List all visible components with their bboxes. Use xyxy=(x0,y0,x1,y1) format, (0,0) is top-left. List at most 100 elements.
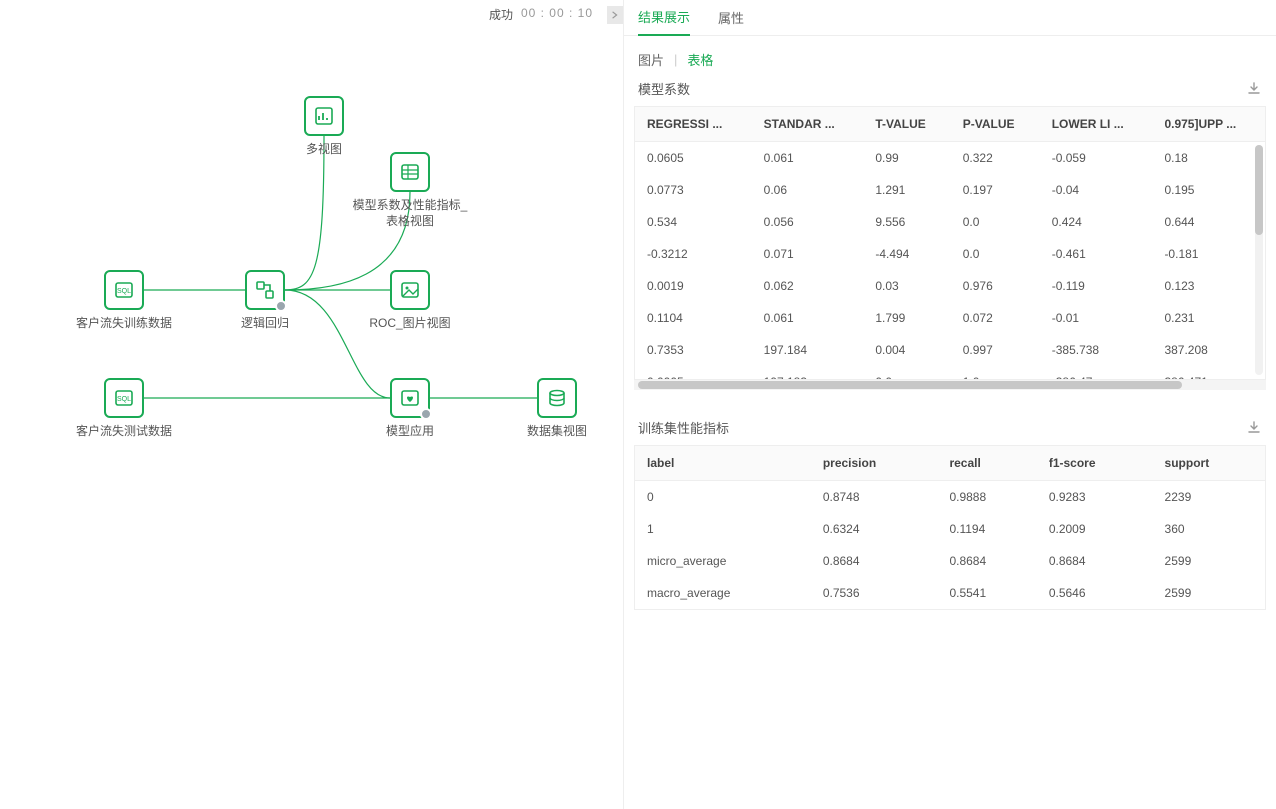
table-cell: 0.061 xyxy=(752,302,864,334)
table-cell: 0.0605 xyxy=(635,142,752,175)
table-header[interactable]: support xyxy=(1153,446,1265,481)
table-header[interactable]: recall xyxy=(937,446,1036,481)
workflow-node-multiview[interactable]: 多视图 xyxy=(264,96,384,158)
workflow-node-label: 客户流失测试数据 xyxy=(64,424,184,440)
table-cell: 0.0 xyxy=(951,238,1040,270)
table-cell: micro_average xyxy=(635,545,811,577)
table-cell: s0.0005 xyxy=(635,366,752,379)
table-cell: -0.119 xyxy=(1040,270,1153,302)
table-cell: -0.059 xyxy=(1040,142,1153,175)
table-cell: .-0.3212 xyxy=(635,238,752,270)
table-header[interactable]: f1-score xyxy=(1037,446,1153,481)
table-cell: 2239 xyxy=(1153,481,1265,514)
coef-hscrollbar[interactable] xyxy=(634,380,1266,390)
workflow-node-label: 数据集视图 xyxy=(497,424,617,440)
table-row[interactable]: .-0.32120.071-4.4940.0-0.461-0.181 xyxy=(635,238,1265,270)
tab-results[interactable]: 结果展示 xyxy=(638,0,690,36)
table-cell: 0.8684 xyxy=(811,545,938,577)
table-header[interactable]: T-VALUE xyxy=(863,107,950,142)
table-row[interactable]: 10.63240.11940.2009360 xyxy=(635,513,1265,545)
table-cell: 0.8684 xyxy=(1037,545,1153,577)
table-cell: -0.461 xyxy=(1040,238,1153,270)
sql-icon: SQL xyxy=(104,378,144,418)
coef-vscrollbar[interactable] xyxy=(1255,145,1263,375)
workflow-node-dataset_view[interactable]: 数据集视图 xyxy=(497,378,617,440)
table-cell: 0.322 xyxy=(951,142,1040,175)
table-row[interactable]: micro_average0.86840.86840.86842599 xyxy=(635,545,1265,577)
table-cell: 0.0 xyxy=(951,206,1040,238)
download-icon xyxy=(1246,420,1262,436)
table-cell: 0.997 xyxy=(951,334,1040,366)
table-icon xyxy=(390,152,430,192)
table-cell: 1.799 xyxy=(863,302,950,334)
table-cell: 0.7536 xyxy=(811,577,938,609)
workflow-node-label: 客户流失训练数据 xyxy=(64,316,184,332)
table-cell: 0.03 xyxy=(863,270,950,302)
workflow-node-test_data[interactable]: SQL 客户流失测试数据 xyxy=(64,378,184,440)
results-pane: 结果展示 属性 图片 | 表格 模型系数 REGRESSI ...STANDAR… xyxy=(624,0,1276,809)
subtab-table[interactable]: 表格 xyxy=(687,50,713,69)
download-coef-button[interactable] xyxy=(1246,81,1262,97)
workflow-node-model_apply[interactable]: 模型应用 xyxy=(350,378,470,440)
table-cell: 0.195 xyxy=(1152,174,1265,206)
status-badge-icon xyxy=(420,408,432,420)
workflow-node-train_data[interactable]: SQL客户流失训练数据 xyxy=(64,270,184,332)
table-cell: 0.197 xyxy=(951,174,1040,206)
subtab-image[interactable]: 图片 xyxy=(638,50,664,69)
table-row[interactable]: 0.00190.0620.030.976-0.1190.123 xyxy=(635,270,1265,302)
table-header[interactable]: REGRESSI ... xyxy=(635,107,752,142)
table-header[interactable]: 0.975]UPP ... xyxy=(1152,107,1265,142)
table-row[interactable]: 0.7353197.1840.0040.997-385.738387.208 xyxy=(635,334,1265,366)
table-row[interactable]: macro_average0.75360.55410.56462599 xyxy=(635,577,1265,609)
table-cell: 0.071 xyxy=(752,238,864,270)
table-cell: 0.8684 xyxy=(937,545,1036,577)
table-cell: 0.99 xyxy=(863,142,950,175)
table-row[interactable]: 0.06050.0610.990.322-0.0590.18 xyxy=(635,142,1265,175)
workflow-node-coef_view[interactable]: 模型系数及性能指标_表格视图 xyxy=(350,152,470,229)
table-header[interactable]: LOWER LI ... xyxy=(1040,107,1153,142)
table-cell: 386.471 xyxy=(1152,366,1265,379)
table-header[interactable]: P-VALUE xyxy=(951,107,1040,142)
table-cell: -0.181 xyxy=(1152,238,1265,270)
workflow-node-roc_view[interactable]: ROC_图片视图 xyxy=(350,270,470,332)
table-row[interactable]: 0.07730.061.2910.197-0.040.195 xyxy=(635,174,1265,206)
workflow-node-label: 模型应用 xyxy=(350,424,470,440)
table-cell: 0.004 xyxy=(863,334,950,366)
table-cell: 360 xyxy=(1153,513,1265,545)
table-cell: 197.183 xyxy=(752,366,864,379)
table-header[interactable]: label xyxy=(635,446,811,481)
table-cell: 0.6324 xyxy=(811,513,938,545)
workflow-canvas[interactable]: 成功 00 : 00 : 10 SQL客户流失训练数据SQL客户流失测试数据逻辑… xyxy=(0,0,624,809)
table-cell: -0.04 xyxy=(1040,174,1153,206)
download-perf-button[interactable] xyxy=(1246,420,1262,436)
table-header[interactable]: precision xyxy=(811,446,938,481)
status-badge-icon xyxy=(275,300,287,312)
table-cell: 0.056 xyxy=(752,206,864,238)
table-cell: 0.1194 xyxy=(937,513,1036,545)
table-cell: 0.072 xyxy=(951,302,1040,334)
subtab-separator: | xyxy=(670,52,681,67)
table-cell: 0.424 xyxy=(1040,206,1153,238)
table-cell: 2599 xyxy=(1153,545,1265,577)
chart-icon xyxy=(304,96,344,136)
perf-table: labelprecisionrecallf1-scoresupport00.87… xyxy=(634,445,1266,610)
table-cell: 0.231 xyxy=(1152,302,1265,334)
table-cell: 0.123 xyxy=(1152,270,1265,302)
table-cell: 1 xyxy=(635,513,811,545)
table-header[interactable]: STANDAR ... xyxy=(752,107,864,142)
workflow-node-label: 模型系数及性能指标_表格视图 xyxy=(350,198,470,229)
table-cell: 9.556 xyxy=(863,206,950,238)
tab-attributes[interactable]: 属性 xyxy=(718,0,744,35)
svg-text:SQL: SQL xyxy=(117,396,131,403)
table-row[interactable]: 0.5340.0569.5560.00.4240.644 xyxy=(635,206,1265,238)
table-cell: 0.06 xyxy=(752,174,864,206)
table-row[interactable]: 0.11040.0611.7990.072-0.010.231 xyxy=(635,302,1265,334)
table-cell: 0.534 xyxy=(635,206,752,238)
table-cell: 0.0019 xyxy=(635,270,752,302)
table-cell: 0.18 xyxy=(1152,142,1265,175)
table-cell: 0.2009 xyxy=(1037,513,1153,545)
table-row[interactable]: s0.0005197.1830.01.0-386.47386.471 xyxy=(635,366,1265,379)
table-cell: 0.9888 xyxy=(937,481,1036,514)
workflow-node-logreg[interactable]: 逻辑回归 xyxy=(205,270,325,332)
table-row[interactable]: 00.87480.98880.92832239 xyxy=(635,481,1265,514)
